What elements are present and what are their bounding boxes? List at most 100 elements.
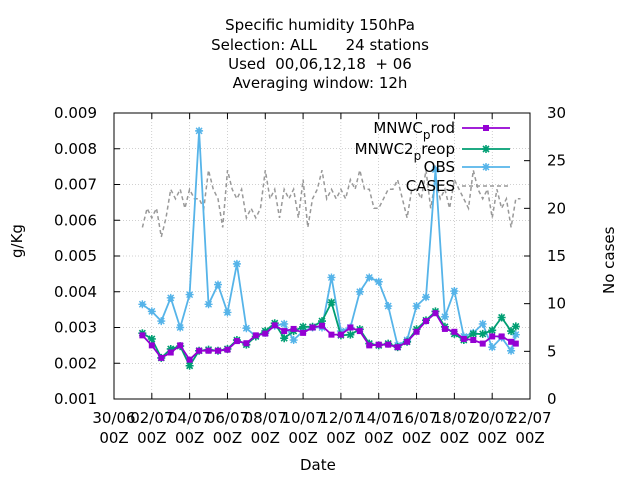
data-point — [413, 328, 420, 335]
x-tick-label-hour: 00Z — [175, 429, 204, 447]
data-point — [328, 331, 335, 338]
data-point — [511, 322, 520, 331]
data-point-core — [205, 301, 212, 307]
x-tick-label-hour: 00Z — [515, 429, 544, 447]
data-point-core — [483, 164, 489, 170]
y-tick-label: 0.005 — [54, 247, 97, 265]
x-tick-label-hour: 00Z — [137, 429, 166, 447]
x-tick-label-date: 02/07 — [130, 409, 173, 427]
data-point-core — [224, 309, 231, 316]
data-point-core — [385, 303, 391, 309]
x-tick-label-date: 30/06 — [92, 409, 135, 427]
data-point — [271, 322, 278, 329]
data-point-core — [480, 321, 486, 327]
data-point-core — [357, 289, 363, 295]
data-point-core — [291, 337, 297, 343]
x-tick-label-hour: 00Z — [402, 429, 431, 447]
data-point — [347, 324, 354, 331]
data-point — [185, 361, 194, 370]
y-tick-label: 0.007 — [54, 176, 97, 194]
data-point — [280, 334, 289, 343]
data-point — [252, 332, 259, 339]
data-point — [394, 344, 401, 351]
data-point-core — [508, 348, 514, 354]
data-point-core — [328, 274, 335, 281]
data-point — [337, 331, 344, 338]
data-point — [158, 354, 165, 361]
x-tick-label-hour: 00Z — [288, 429, 317, 447]
data-point — [148, 342, 155, 349]
plot-border — [113, 112, 531, 400]
data-point — [441, 325, 448, 332]
data-point — [346, 330, 355, 339]
data-point — [327, 298, 336, 307]
x-tick-label-date: 14/07 — [357, 409, 400, 427]
data-point — [469, 329, 478, 338]
y-tick-label: 0.004 — [54, 283, 97, 301]
data-point — [489, 333, 496, 340]
chart-title-line-4: Averaging window: 12h — [232, 74, 408, 92]
data-point-core — [196, 128, 202, 134]
y-tick-label: 0.003 — [54, 319, 97, 337]
x-tick-label-date: 22/07 — [508, 409, 551, 427]
chart-title-line-1: Specific humidity 150hPa — [225, 16, 415, 34]
y2-tick-label: 0 — [547, 390, 557, 408]
data-point-core — [513, 332, 519, 338]
x-tick-label-hour: 00Z — [364, 429, 393, 447]
data-point — [479, 340, 486, 347]
data-point — [281, 328, 288, 335]
data-point — [139, 332, 146, 339]
x-tick-label-date: 04/07 — [168, 409, 211, 427]
x-tick-label-hour: 00Z — [326, 429, 355, 447]
x-tick-label-date: 12/07 — [319, 409, 362, 427]
data-point — [177, 342, 184, 349]
x-tick-label-hour: 00Z — [251, 429, 280, 447]
y-tick-label: 0.001 — [54, 390, 97, 408]
data-point — [404, 338, 411, 345]
data-point — [215, 347, 221, 354]
y-tick-label: 0.009 — [54, 104, 97, 122]
y2-tick-label: 5 — [547, 342, 557, 360]
data-point-core — [376, 279, 382, 285]
data-point — [233, 338, 240, 345]
data-point — [375, 341, 382, 348]
chart-title-line-2: Selection: ALL 24 stations — [211, 36, 429, 54]
y-tick-label: 0.008 — [54, 140, 97, 158]
y2-tick-label: 15 — [547, 247, 566, 265]
legend-label: MNWC2preop — [355, 140, 455, 163]
data-point — [460, 335, 467, 342]
y2-tick-label: 30 — [547, 104, 566, 122]
data-point — [451, 328, 458, 335]
data-point-core — [234, 261, 240, 267]
data-point — [300, 329, 307, 336]
y-tick-label: 0.002 — [54, 354, 97, 372]
legend-label: CASES — [406, 177, 455, 195]
data-point — [366, 342, 373, 349]
data-point — [205, 347, 212, 354]
data-point-core — [139, 301, 145, 307]
series-line-cases — [141, 170, 521, 238]
y2-tick-label: 10 — [547, 295, 566, 313]
x-tick-label-date: 06/07 — [206, 409, 249, 427]
data-point-core — [451, 288, 457, 294]
data-point — [243, 340, 250, 347]
data-point — [147, 334, 156, 343]
data-point — [167, 349, 174, 356]
data-point-core — [177, 324, 183, 331]
data-point-core — [149, 308, 155, 315]
data-point — [432, 310, 439, 317]
data-point — [166, 344, 175, 353]
x-tick-label-hour: 00Z — [99, 429, 128, 447]
data-point-core — [215, 282, 221, 288]
data-point — [497, 313, 506, 322]
data-point — [478, 329, 487, 338]
y2-tick-label: 20 — [547, 199, 566, 217]
data-point-core — [413, 303, 420, 309]
x-tick-label-date: 08/07 — [244, 409, 287, 427]
data-point-core — [187, 292, 193, 298]
data-point-core — [158, 318, 164, 324]
data-point-core — [489, 344, 495, 350]
legend-label: MNWCprod — [373, 119, 455, 142]
data-point — [483, 125, 489, 131]
data-point — [196, 347, 203, 354]
